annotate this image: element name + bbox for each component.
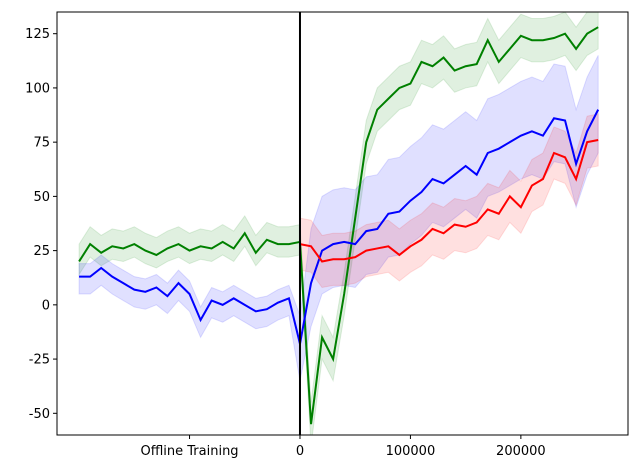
y-tick-label: 0: [42, 298, 50, 313]
y-tick-label: 25: [33, 244, 50, 259]
confidence-band: [78, 55, 599, 381]
y-tick-label: -25: [29, 353, 50, 368]
series-line: [79, 109, 600, 345]
confidence-band: [78, 12, 599, 435]
y-tick-label: 75: [33, 136, 50, 151]
axes-frame: [56, 11, 629, 436]
series-line: [78, 26, 599, 425]
y-tick-label: 50: [33, 190, 50, 205]
plot-area: [78, 12, 600, 435]
confidence-band: [299, 113, 599, 289]
y-tick-label: 125: [25, 27, 50, 42]
x-tick-label: 200000: [496, 444, 546, 459]
x-tick-label: 0: [296, 444, 304, 459]
x-tick-label: Offline Training: [140, 444, 238, 459]
y-tick-label: -50: [29, 407, 50, 422]
x-tick-label: 100000: [386, 444, 436, 459]
series-line: [299, 139, 599, 263]
y-tick-label: 100: [25, 81, 50, 96]
